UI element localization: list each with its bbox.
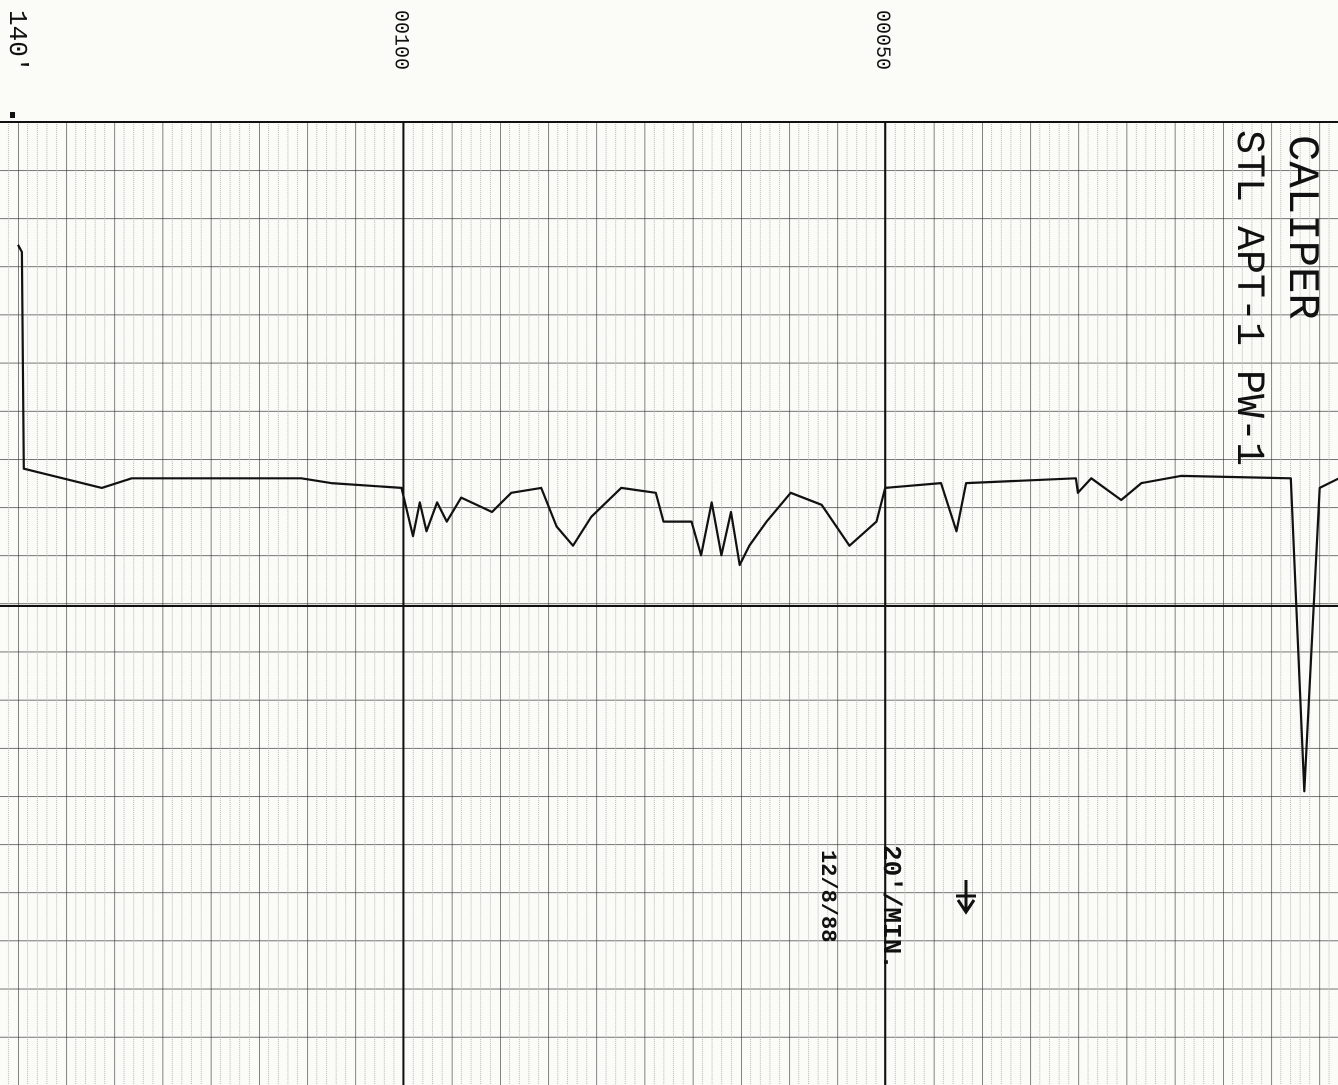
x-tick-label: 00100	[388, 10, 411, 70]
chart-subtitle: STL APT-1 PW-1	[1225, 130, 1270, 466]
arrow	[956, 880, 976, 915]
chart-title: CALIPER	[1276, 135, 1326, 320]
x-tick-label: 140'	[2, 10, 32, 72]
depth-marker	[10, 112, 15, 118]
annotation: 20'/MIN.	[876, 845, 906, 970]
grid	[0, 122, 1338, 1085]
x-tick-label: 00050	[870, 10, 893, 70]
caliper-trace	[17, 244, 1338, 793]
annotation: 12/8/88	[815, 850, 840, 942]
